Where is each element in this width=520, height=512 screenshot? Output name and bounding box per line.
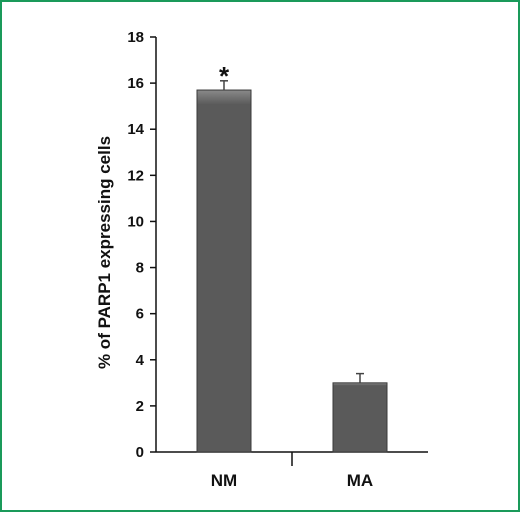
labels: NM MA * [211, 61, 373, 490]
y-tick-label: 10 [127, 213, 144, 230]
x-tick-label: NM [211, 471, 237, 490]
y-axis: 0 2 4 6 8 10 12 14 16 18 [127, 29, 157, 461]
y-tick-label: 4 [136, 352, 145, 369]
y-tick-label: 8 [136, 260, 144, 277]
y-tick-label: 2 [136, 398, 144, 415]
y-tick-label: 12 [127, 167, 144, 184]
bar-ma [332, 382, 388, 453]
bars [196, 80, 388, 453]
significance-marker: * [219, 61, 230, 91]
y-tick-label: 16 [127, 75, 144, 92]
y-tick-label: 18 [127, 29, 144, 46]
x-axis [156, 451, 428, 466]
bar-nm [196, 89, 252, 453]
y-tick-label: 6 [136, 306, 144, 323]
y-tick-label: 0 [136, 444, 144, 461]
y-axis-title: % of PARP1 expressing cells [95, 136, 114, 369]
x-tick-label: MA [347, 471, 373, 490]
y-tick-label: 14 [127, 121, 144, 138]
